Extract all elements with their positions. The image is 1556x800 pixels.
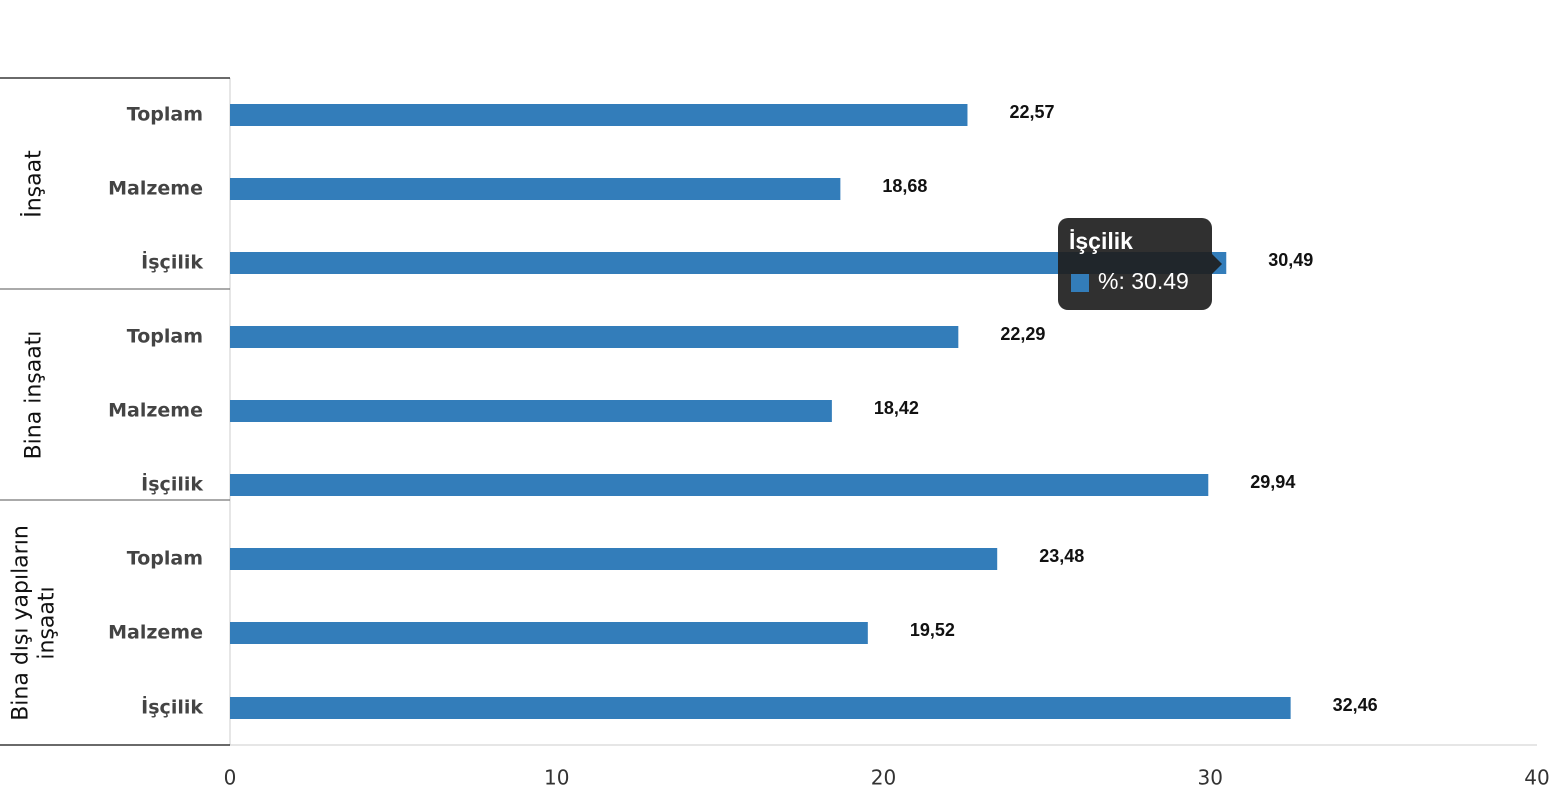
category-label: Malzeme: [108, 622, 203, 644]
value-label: 32,46: [1333, 695, 1378, 715]
category-label: Toplam: [127, 548, 203, 570]
tooltip-text: %: 30.49: [1098, 268, 1189, 294]
tooltip: İşçilik %: 30.49: [1058, 218, 1222, 310]
bar: [230, 252, 1227, 274]
x-tick-label: 10: [544, 766, 569, 790]
group-label: Bina inşaatı: [20, 330, 46, 459]
tooltip-swatch: [1071, 274, 1089, 292]
value-label: 22,29: [1000, 324, 1045, 344]
x-tick-label: 40: [1524, 766, 1549, 790]
x-tick-label: 0: [224, 766, 237, 790]
bar: [230, 474, 1209, 496]
category-label: Malzeme: [108, 178, 203, 200]
value-label: 18,42: [874, 398, 919, 418]
category-label: Toplam: [127, 104, 203, 126]
value-label: 23,48: [1039, 546, 1084, 566]
x-tick-label: 20: [871, 766, 896, 790]
value-label: 18,68: [882, 176, 927, 196]
value-label: 29,94: [1250, 472, 1295, 492]
group-label: Bina dışı yapıların inşaatı: [7, 524, 59, 721]
x-tick-label: 30: [1198, 766, 1223, 790]
category-label: Toplam: [127, 326, 203, 348]
value-label: 22,57: [1009, 102, 1054, 122]
category-label: İşçilik: [141, 472, 203, 496]
bar: [230, 622, 868, 644]
bar: [230, 178, 841, 200]
bar: [230, 697, 1291, 719]
category-label: Malzeme: [108, 400, 203, 422]
tooltip-title: İşçilik: [1069, 228, 1133, 254]
category-label: İşçilik: [141, 250, 203, 274]
value-label: 19,52: [910, 620, 955, 640]
value-label: 30,49: [1268, 250, 1313, 270]
bar: [230, 400, 832, 422]
bar: [230, 326, 959, 348]
category-label: İşçilik: [141, 695, 203, 719]
bar: [230, 104, 968, 126]
group-label: İnşaat: [20, 149, 46, 218]
bar: [230, 548, 998, 570]
